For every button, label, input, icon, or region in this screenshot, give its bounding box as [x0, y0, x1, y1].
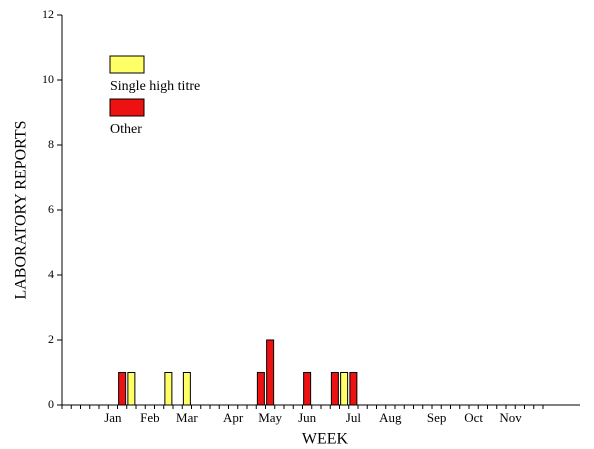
legend-label: Other	[110, 122, 142, 137]
x-tick-label: May	[258, 410, 282, 425]
y-tick-label: 6	[48, 202, 54, 216]
bar	[127, 372, 136, 406]
x-tick-label: Sep	[427, 410, 447, 425]
x-tick-label: Jan	[104, 410, 122, 425]
bar	[266, 339, 275, 406]
y-tick-label: 10	[42, 72, 54, 86]
x-tick-label: Feb	[140, 410, 160, 425]
bar	[349, 372, 358, 406]
x-tick-label: Jul	[346, 410, 362, 425]
bar	[330, 372, 339, 406]
x-tick-label: Apr	[223, 410, 244, 425]
x-tick-label: Aug	[379, 410, 402, 425]
y-axis-title: LABORATORY REPORTS	[13, 120, 30, 299]
bar	[340, 372, 349, 406]
legend-swatch	[109, 55, 145, 74]
y-tick-label: 2	[48, 332, 54, 346]
legend-swatch	[109, 98, 145, 117]
bar	[182, 372, 191, 406]
x-axis-title: WEEK	[302, 431, 349, 448]
y-tick-label: 8	[48, 137, 54, 151]
x-tick-label: Jun	[298, 410, 317, 425]
x-tick-label: Nov	[499, 410, 522, 425]
bar	[118, 372, 127, 406]
x-tick-label: Oct	[464, 410, 483, 425]
bar	[303, 372, 312, 406]
y-tick-label: 0	[48, 397, 54, 411]
bar	[256, 372, 265, 406]
y-tick-label: 12	[42, 7, 54, 21]
x-tick-label: Mar	[176, 410, 198, 425]
bar	[164, 372, 173, 406]
legend-label: Single high titre	[110, 79, 200, 94]
y-tick-label: 4	[48, 267, 54, 281]
